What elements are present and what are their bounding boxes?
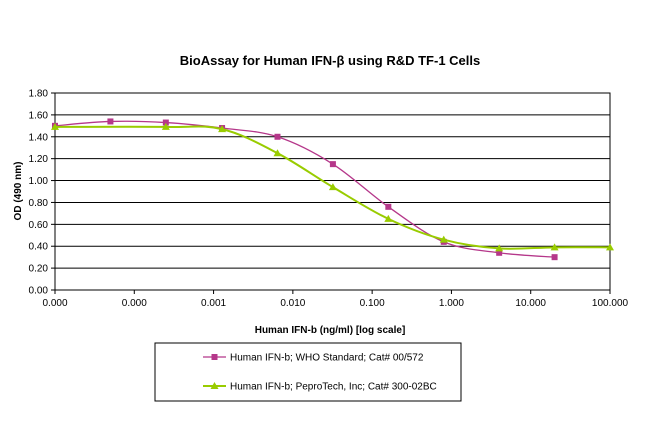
data-point-triangle [218, 125, 227, 133]
legend-label: Human IFN-b; PeproTech, Inc; Cat# 300-02… [230, 382, 437, 393]
y-tick-label: 1.20 [29, 154, 49, 165]
gridlines [51, 92, 610, 291]
legend-label: Human IFN-b; WHO Standard; Cat# 00/572 [230, 353, 424, 364]
data-point-triangle [439, 235, 448, 243]
legend-entry: Human IFN-b; PeproTech, Inc; Cat# 300-02… [203, 382, 437, 393]
data-point-square [385, 203, 392, 210]
x-tick-label: 0.000 [42, 298, 67, 309]
data-point-legend [211, 354, 218, 360]
y-axis-title: OD (490 nm) [13, 162, 24, 221]
series-layer [51, 118, 614, 261]
x-tick-label: 0.010 [280, 298, 305, 309]
y-tick-label: 1.60 [29, 110, 49, 121]
y-tick-label: 1.80 [29, 89, 49, 100]
data-point-triangle [328, 183, 337, 191]
y-tick-label: 0.20 [29, 264, 49, 275]
data-point-legend [210, 382, 219, 389]
x-tick-label: 10.000 [515, 298, 546, 309]
x-tick-label: 0.001 [201, 298, 226, 309]
data-point-triangle [606, 243, 614, 251]
legend-entry: Human IFN-b; WHO Standard; Cat# 00/572 [203, 353, 424, 364]
x-axis-title: Human IFN-b (ng/ml) [log scale] [255, 325, 406, 336]
chart-title: BioAssay for Human IFN-β using R&D TF-1 … [180, 53, 480, 68]
y-tick-label: 0.80 [29, 198, 49, 209]
series-line [54, 125, 611, 250]
data-point-square [162, 119, 169, 126]
x-tick-label: 0.000 [122, 298, 147, 309]
y-tick-labels: 0.00 0.20 0.40 0.60 0.80 1.00 1.20 1.40 1.60 1.80 [29, 89, 49, 297]
y-tick-label: 0.00 [29, 286, 49, 297]
legend-box [154, 342, 462, 402]
data-point-triangle [51, 122, 59, 130]
y-tick-label: 0.40 [29, 242, 49, 253]
series-1 [52, 118, 558, 261]
data-point-square [496, 249, 503, 256]
x-tick-label: 100.000 [592, 298, 629, 309]
data-point-triangle [550, 243, 559, 251]
data-point-triangle [495, 244, 504, 252]
series-line [54, 120, 555, 258]
y-tick-label: 1.40 [29, 132, 49, 143]
y-tick-label: 0.60 [29, 220, 49, 231]
x-tick-label: 0.100 [360, 298, 385, 309]
series-2 [51, 122, 614, 252]
data-point-square [329, 161, 336, 168]
data-point-square [107, 118, 114, 125]
data-point-square [274, 133, 281, 140]
data-point-triangle [273, 149, 282, 157]
y-tick-label: 1.00 [29, 176, 49, 187]
plot-area-frame [54, 92, 611, 291]
data-point-triangle [384, 214, 393, 222]
data-point-triangle [161, 122, 170, 130]
x-tick-labels: 0.000 0.000 0.001 0.010 0.100 1.000 10.000 100.… [42, 290, 629, 309]
x-tick-label: 1.000 [439, 298, 464, 309]
legend: Human IFN-b; WHO Standard; Cat# 00/572 Hu… [203, 353, 437, 393]
data-point-square [551, 254, 558, 261]
